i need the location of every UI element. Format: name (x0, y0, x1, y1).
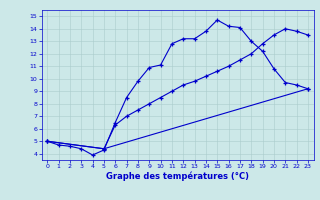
X-axis label: Graphe des températures (°C): Graphe des températures (°C) (106, 172, 249, 181)
